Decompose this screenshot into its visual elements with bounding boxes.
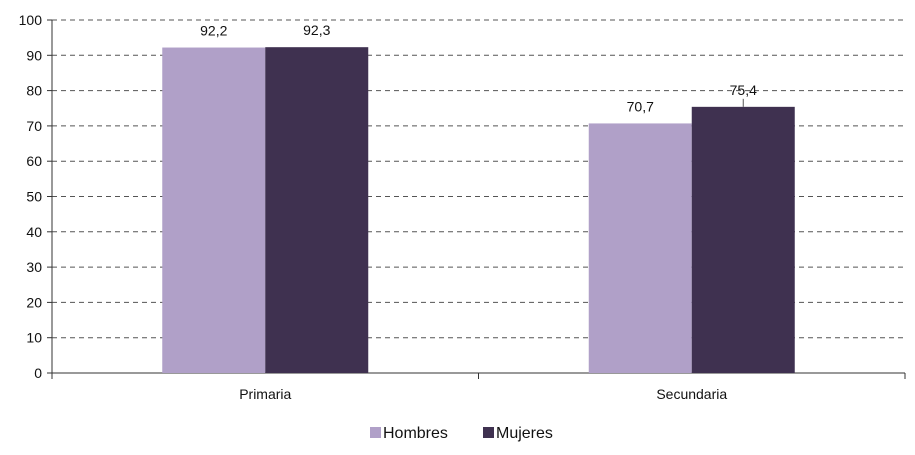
bar-hombres-secundaria [588,123,692,373]
y-tick-label-0: 0 [34,365,42,381]
y-tick-label-60: 60 [26,153,42,169]
y-tick-label-30: 30 [26,259,42,275]
y-tick-label-50: 50 [26,189,42,205]
data-labels: 92,2 92,3 70,7 75,4 [200,22,757,114]
x-tick-label-secundaria: Secundaria [656,386,727,402]
x-tick-label-primaria: Primaria [239,386,291,402]
data-label-mujeres-secundaria: 75,4 [730,82,757,98]
y-tick-label-20: 20 [26,294,42,310]
bar-hombres-primaria [162,47,266,374]
axes: 0 10 20 30 40 50 60 70 80 90 100 Primaria Secundaria [19,12,906,402]
bar-mujeres-secundaria [691,106,795,373]
bar-mujeres-primaria [265,47,369,373]
y-tick-label-100: 100 [19,12,43,28]
data-label-mujeres-primaria: 92,3 [303,22,330,38]
y-tick-label-90: 90 [26,47,42,63]
data-label-hombres-secundaria: 70,7 [627,98,654,114]
legend-label-mujeres: Mujeres [496,425,553,442]
y-tick-label-10: 10 [26,330,42,346]
y-tick-label-40: 40 [26,224,42,240]
data-label-hombres-primaria: 92,2 [200,23,227,39]
legend-swatch-hombres [370,427,381,438]
legend: Hombres Mujeres [370,425,553,442]
legend-label-hombres: Hombres [383,425,448,442]
y-tick-label-70: 70 [26,118,42,134]
bars [162,47,795,374]
y-tick-label-80: 80 [26,83,42,99]
gridlines [52,19,905,339]
legend-swatch-mujeres [483,427,494,438]
